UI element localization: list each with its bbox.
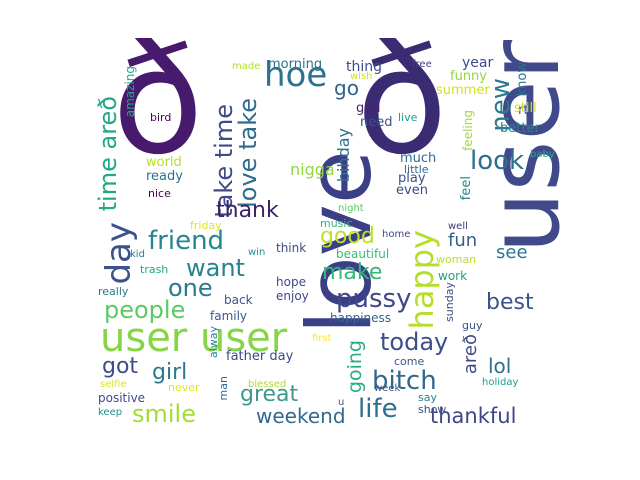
word: bihday bbox=[334, 128, 353, 183]
word: think bbox=[276, 241, 307, 255]
word: ð bbox=[356, 14, 448, 188]
word: alway bbox=[207, 326, 220, 359]
word: look bbox=[470, 146, 525, 176]
word: nigga bbox=[290, 160, 335, 179]
word: better bbox=[500, 121, 540, 136]
word: god bbox=[356, 101, 381, 116]
word: say bbox=[418, 391, 437, 404]
word: sunday bbox=[443, 282, 456, 322]
word: trash bbox=[140, 263, 169, 276]
word: fun bbox=[448, 230, 478, 251]
word: go bbox=[334, 76, 359, 100]
word: made bbox=[232, 61, 261, 72]
word: friday bbox=[190, 219, 222, 232]
word: u bbox=[338, 397, 345, 408]
word: little bbox=[404, 163, 429, 176]
word: even bbox=[396, 183, 428, 198]
word: never bbox=[168, 381, 200, 394]
word: holiday bbox=[482, 377, 519, 388]
word: home bbox=[382, 229, 411, 240]
word: baby bbox=[530, 149, 555, 160]
word: make bbox=[322, 260, 383, 285]
word: enjoy bbox=[276, 289, 309, 303]
word: week bbox=[374, 383, 401, 394]
word: going bbox=[344, 340, 366, 394]
word: today bbox=[380, 328, 449, 356]
word: really bbox=[98, 285, 129, 298]
word: weekend bbox=[256, 404, 346, 428]
word: free bbox=[412, 59, 432, 70]
word: happy bbox=[403, 230, 441, 330]
word: much bbox=[400, 151, 437, 166]
word: night bbox=[338, 203, 364, 214]
word: want bbox=[186, 254, 245, 282]
word: well bbox=[448, 221, 468, 232]
word: work bbox=[438, 269, 468, 283]
word: user user bbox=[100, 315, 288, 361]
word: got bbox=[102, 354, 139, 379]
word: life bbox=[358, 394, 398, 424]
word: time areð bbox=[94, 96, 122, 212]
word: thank bbox=[216, 198, 279, 223]
word: summer bbox=[436, 83, 490, 98]
word: funny bbox=[450, 69, 487, 84]
word: music bbox=[320, 217, 353, 230]
word: best bbox=[486, 290, 534, 315]
word: still bbox=[514, 101, 537, 116]
word: man bbox=[217, 376, 230, 401]
word: live bbox=[398, 111, 418, 124]
word: great bbox=[240, 382, 299, 407]
word: wish bbox=[350, 71, 373, 82]
word: back bbox=[224, 293, 253, 307]
word: bird bbox=[150, 111, 172, 124]
word: hope bbox=[276, 275, 306, 289]
word: need bbox=[360, 115, 393, 130]
word: nice bbox=[148, 187, 171, 200]
word: friend bbox=[148, 226, 225, 256]
word: ð bbox=[112, 14, 204, 188]
word: bitch bbox=[372, 366, 437, 396]
word: hoe bbox=[264, 55, 328, 95]
word: rt bbox=[518, 103, 529, 118]
word: amazing bbox=[123, 66, 137, 118]
word: thankful bbox=[430, 404, 517, 428]
word: play bbox=[398, 171, 426, 186]
word: see bbox=[496, 242, 528, 263]
word: year bbox=[462, 55, 494, 71]
word: father day bbox=[226, 349, 294, 364]
word: kid bbox=[130, 249, 145, 260]
word: know bbox=[515, 62, 530, 97]
word: one bbox=[168, 274, 213, 302]
word: guy bbox=[462, 319, 483, 332]
word: keep bbox=[98, 407, 123, 418]
word: morning bbox=[268, 57, 323, 72]
word: feel bbox=[459, 176, 474, 201]
word: pussy bbox=[336, 284, 412, 314]
word: happiness bbox=[330, 311, 392, 325]
word: come bbox=[394, 355, 425, 368]
word: smile bbox=[132, 400, 196, 428]
word: woman bbox=[436, 253, 477, 266]
word: ready bbox=[146, 169, 183, 184]
word: win bbox=[248, 247, 266, 258]
word: world bbox=[146, 155, 182, 170]
word: first bbox=[312, 333, 332, 344]
word: good bbox=[320, 224, 375, 249]
word: blessed bbox=[248, 379, 287, 390]
word: people bbox=[104, 296, 186, 324]
word: thing bbox=[346, 59, 383, 75]
word: feeling bbox=[461, 110, 475, 151]
word: positive bbox=[98, 391, 146, 405]
word: beautiful bbox=[336, 247, 390, 261]
word: show bbox=[418, 403, 447, 416]
word: lol bbox=[488, 354, 512, 378]
word: selfie bbox=[100, 379, 127, 390]
word: family bbox=[210, 309, 248, 323]
word: girl bbox=[152, 360, 188, 385]
word: love take bbox=[234, 98, 262, 208]
word: areð bbox=[460, 334, 481, 375]
